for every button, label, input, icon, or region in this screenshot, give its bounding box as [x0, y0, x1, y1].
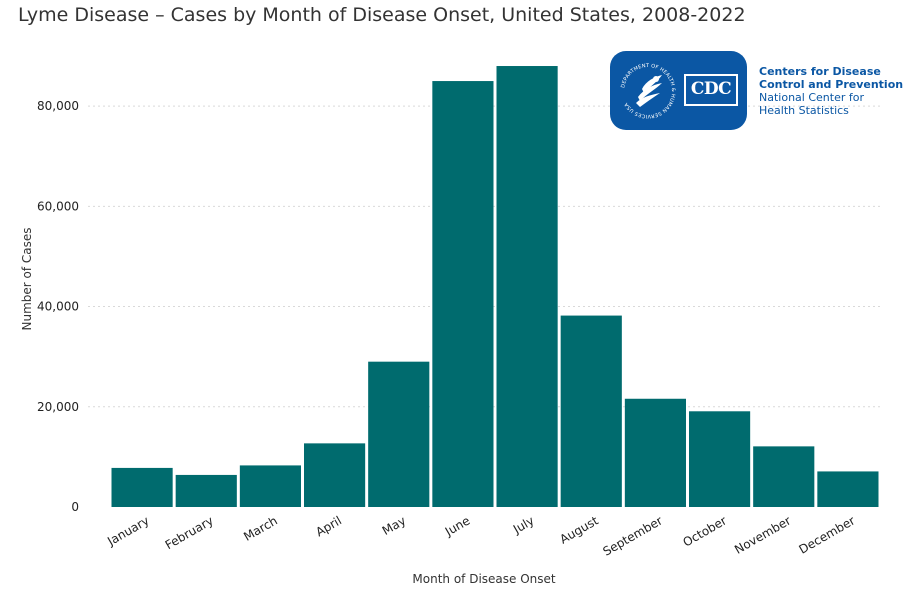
- org-line-3: National Center for: [759, 91, 864, 104]
- bar-april[interactable]: [304, 443, 366, 507]
- cdc-logo: DEPARTMENT OF HEALTH & HUMAN SERVICES US…: [610, 51, 747, 130]
- y-tick-labels: 0 20,000 40,000 60,000 80,000: [37, 99, 79, 514]
- x-tick-label: August: [557, 513, 601, 546]
- x-tick-label: January: [104, 513, 151, 548]
- org-line-1: Centers for Disease: [759, 65, 881, 78]
- bar-september[interactable]: [624, 398, 686, 507]
- x-tick-label: March: [241, 513, 280, 543]
- bar-march[interactable]: [239, 465, 301, 507]
- bar-january[interactable]: [111, 467, 173, 507]
- bar-may[interactable]: [368, 361, 430, 507]
- bar-november[interactable]: [753, 446, 815, 507]
- x-tick-label: December: [797, 513, 858, 556]
- bar-december[interactable]: [817, 471, 879, 507]
- x-tick-labels: January February March April May June July Augu…: [104, 513, 857, 558]
- x-axis-title: Month of Disease Onset: [412, 572, 556, 586]
- cdc-wordmark: CDC: [684, 74, 738, 106]
- bar-february[interactable]: [175, 474, 237, 507]
- x-tick-label: November: [732, 513, 793, 556]
- y-tick-label: 0: [71, 500, 79, 514]
- bar-october[interactable]: [689, 411, 751, 507]
- bar-june[interactable]: [432, 81, 494, 508]
- y-axis-title: Number of Cases: [20, 227, 34, 330]
- bars: [111, 66, 879, 508]
- y-tick-label: 40,000: [37, 300, 79, 314]
- x-tick-label: October: [680, 513, 729, 549]
- x-tick-label: June: [442, 513, 473, 539]
- x-tick-label: May: [380, 513, 408, 538]
- bar-august[interactable]: [560, 315, 622, 507]
- x-tick-label: April: [313, 513, 344, 539]
- chart-title: Lyme Disease – Cases by Month of Disease…: [18, 4, 746, 26]
- y-tick-label: 20,000: [37, 400, 79, 414]
- org-line-4: Health Statistics: [759, 104, 849, 117]
- y-tick-label: 80,000: [37, 99, 79, 113]
- x-tick-label: September: [600, 513, 664, 558]
- org-line-2: Control and Prevention: [759, 78, 904, 91]
- bar-july[interactable]: [496, 66, 558, 508]
- x-tick-label: February: [163, 513, 216, 552]
- y-tick-label: 60,000: [37, 199, 79, 213]
- x-tick-label: July: [510, 513, 537, 536]
- hhs-seal-icon: DEPARTMENT OF HEALTH & HUMAN SERVICES US…: [620, 63, 676, 119]
- org-name: Centers for Disease Control and Preventi…: [759, 65, 903, 117]
